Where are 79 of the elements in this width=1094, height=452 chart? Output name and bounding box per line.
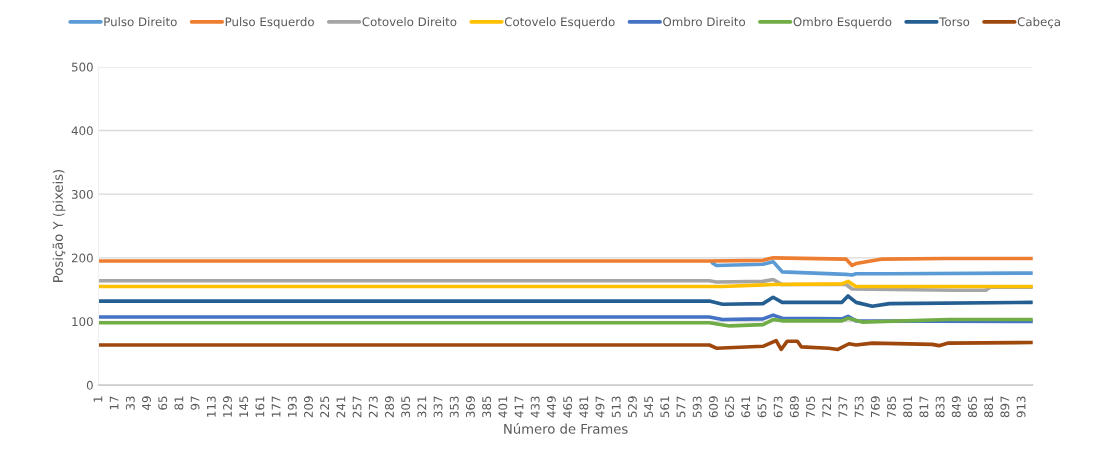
x-tick-label: 657 xyxy=(757,396,767,418)
x-tick-label: 865 xyxy=(968,396,977,418)
x-tick-label: 705 xyxy=(806,396,815,418)
x-tick-label: 129 xyxy=(223,396,232,417)
y-tick-label: 300 xyxy=(71,189,93,199)
x-tick-label: 305 xyxy=(401,396,411,418)
x-tick-label: 897 xyxy=(1000,396,1010,418)
x-tick-label: 145 xyxy=(239,396,249,417)
line-series xyxy=(710,259,1033,277)
x-tick-label: 609 xyxy=(708,396,718,418)
x-tick-label: 577 xyxy=(676,396,686,418)
x-tick-label: 177 xyxy=(271,396,281,417)
y-tick-label: 500 xyxy=(71,62,93,72)
x-tick-label: 65 xyxy=(158,396,168,410)
x-tick-label: 401 xyxy=(498,396,508,418)
legend-label: Pulso Esquerdo xyxy=(225,17,314,29)
x-tick-label: 529 xyxy=(627,396,637,418)
x-tick-label: 545 xyxy=(644,396,654,418)
x-tick-label: 801 xyxy=(903,396,913,418)
x-tick-label: 369 xyxy=(465,396,475,418)
x-tick-label: 753 xyxy=(854,396,864,418)
x-tick-label: 833 xyxy=(935,396,945,418)
y-tick-label: 100 xyxy=(72,317,93,327)
x-tick-label: 481 xyxy=(579,396,589,418)
x-tick-label: 417 xyxy=(514,396,524,418)
x-tick-label: 81 xyxy=(174,396,184,410)
x-tick-label: 449 xyxy=(546,396,556,418)
line-series xyxy=(98,338,1033,352)
y-tick-label: 400 xyxy=(71,126,93,136)
x-tick-label: 257 xyxy=(352,396,362,418)
legend-label: Cotovelo Esquerdo xyxy=(504,17,615,29)
line-series xyxy=(98,294,1033,308)
x-tick-label: 97 xyxy=(190,396,200,410)
x-tick-label: 593 xyxy=(692,396,702,418)
x-tick-label: 513 xyxy=(611,396,621,418)
legend-label: Torso xyxy=(939,17,970,27)
x-axis-title: Número de Frames xyxy=(504,423,628,434)
line-series xyxy=(98,256,1033,268)
legend-label: Cotovelo Direito xyxy=(362,17,457,27)
x-tick-label: 385 xyxy=(482,396,492,418)
x-tick-label: 785 xyxy=(887,396,896,418)
x-tick-label: 737 xyxy=(838,396,848,418)
x-tick-label: 289 xyxy=(384,396,394,418)
x-tick-label: 817 xyxy=(919,396,929,418)
x-tick-label: 337 xyxy=(433,396,443,418)
x-tick-label: 433 xyxy=(530,396,540,418)
x-tick-label: 225 xyxy=(320,396,330,418)
x-tick-label: 689 xyxy=(789,396,799,418)
legend-label: Pulso Direito xyxy=(104,17,177,27)
x-tick-label: 465 xyxy=(563,396,573,418)
legend-label: Ombro Direito xyxy=(663,17,746,27)
x-tick-label: 721 xyxy=(822,396,832,418)
x-tick-label: 33 xyxy=(125,396,135,410)
x-tick-label: 241 xyxy=(336,396,346,418)
x-tick-label: 353 xyxy=(449,396,459,418)
x-tick-label: 673 xyxy=(773,396,783,418)
x-tick-label: 641 xyxy=(741,396,751,418)
x-tick-label: 849 xyxy=(951,396,961,418)
y-tick-label: 200 xyxy=(71,253,93,263)
legend-label: Cabeça xyxy=(1017,17,1060,29)
y-axis-title: Posição Y (pixeis) xyxy=(52,169,66,282)
x-tick-label: 769 xyxy=(870,396,880,418)
x-tick-label: 913 xyxy=(1016,396,1026,418)
x-tick-label: 561 xyxy=(660,396,670,418)
x-tick-label: 113 xyxy=(206,396,216,417)
x-tick-label: 161 xyxy=(255,396,265,417)
x-tick-label: 193 xyxy=(287,396,297,417)
x-tick-label: 17 xyxy=(109,396,119,410)
legend-label: Ombro Esquerdo xyxy=(793,17,892,29)
x-tick-label: 881 xyxy=(984,396,994,418)
x-tick-label: 497 xyxy=(595,396,605,418)
x-tick-label: 209 xyxy=(304,396,313,418)
x-tick-label: 1 xyxy=(93,396,103,402)
x-tick-label: 321 xyxy=(417,396,427,418)
x-tick-label: 273 xyxy=(368,396,378,418)
x-tick-label: 625 xyxy=(725,396,735,418)
y-tick-label: 0 xyxy=(86,380,93,390)
line-series xyxy=(98,316,1033,328)
x-tick-label: 49 xyxy=(142,396,151,410)
